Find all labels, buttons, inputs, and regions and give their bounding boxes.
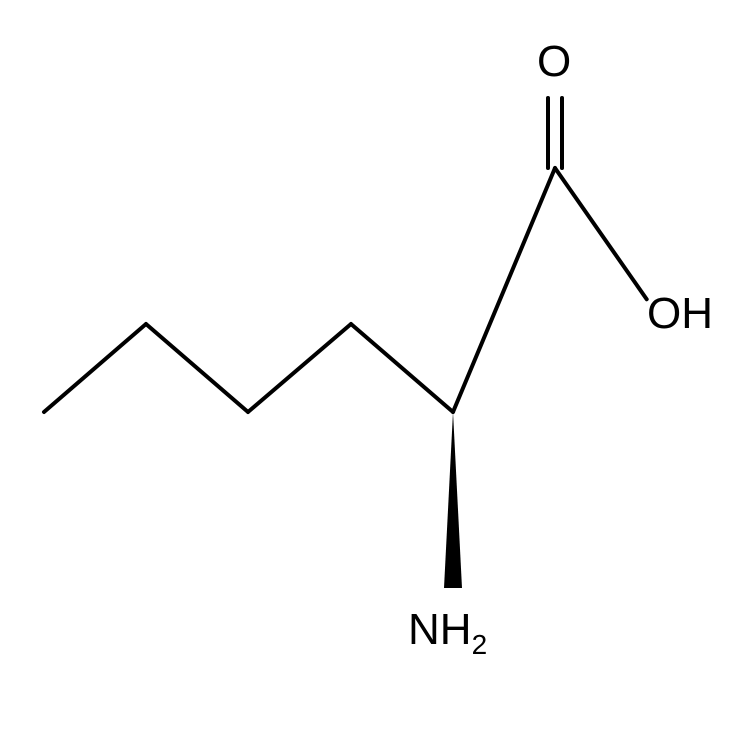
atom-label-oxygen-carbonyl: O (537, 40, 571, 84)
atom-label-hydroxyl: OH (647, 292, 713, 336)
bond-layer (0, 0, 750, 750)
molecule-canvas: O OH NH2 (0, 0, 750, 750)
atom-label-amine: NH2 (408, 608, 487, 652)
